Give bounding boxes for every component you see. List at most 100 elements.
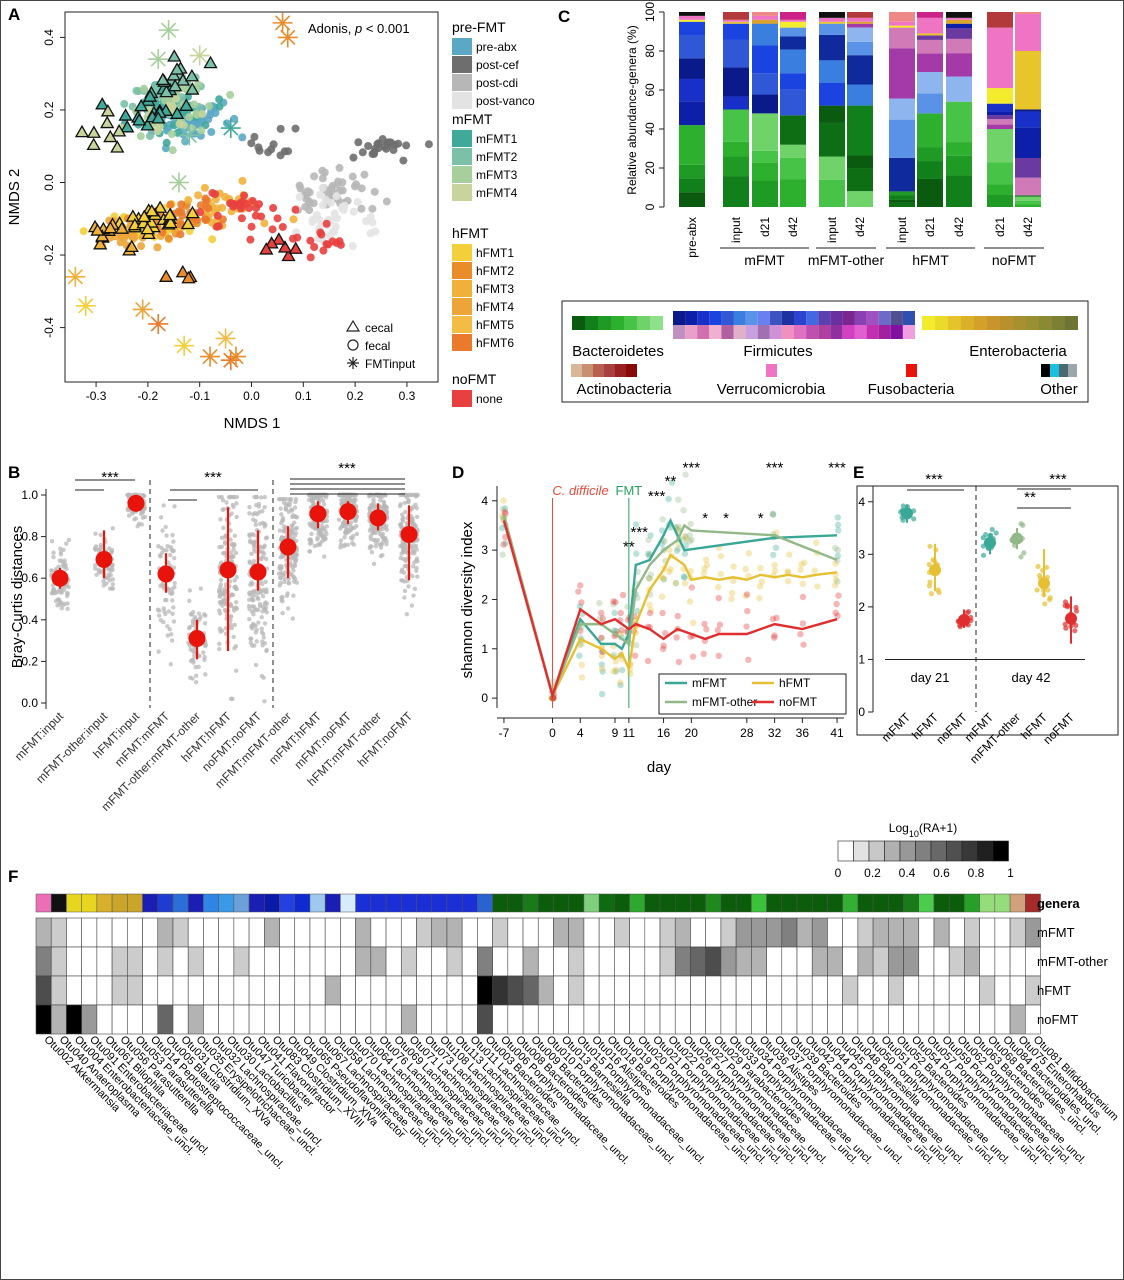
legend-swatch [452, 166, 472, 183]
heatmap-cell [385, 917, 402, 948]
stacked-bar-segment [987, 111, 1013, 116]
distance-point [169, 586, 175, 592]
distance-point [192, 653, 197, 658]
sample-point-fecal [322, 219, 331, 228]
distance-point [282, 576, 288, 582]
legend-swatch [650, 316, 663, 330]
panel-label-c: C [558, 7, 570, 26]
distance-point [135, 524, 140, 529]
sample-point [834, 578, 841, 585]
legend-swatch [733, 311, 746, 325]
heatmap-cell [127, 917, 143, 948]
stacked-bar-segment [917, 39, 943, 54]
sample-point-cecal [112, 124, 127, 137]
y-tick-label: 80 [643, 44, 657, 58]
legend-swatch [615, 364, 626, 377]
sample-point-cecal [90, 223, 105, 236]
legend-label: mFMT1 [476, 132, 518, 146]
distance-point [336, 517, 342, 522]
sample-point-fecal [231, 200, 240, 209]
sample-point [660, 575, 667, 582]
sample-point [966, 608, 972, 615]
heatmap-cell [279, 975, 296, 1006]
legend-swatch [766, 364, 777, 377]
heatmap-cell [553, 946, 569, 977]
distance-point [281, 528, 286, 534]
heatmap-cell [294, 946, 311, 977]
heatmap-cell [309, 1004, 326, 1035]
heatmap-cell [492, 1004, 509, 1035]
sample-point [578, 661, 586, 669]
sample-point [658, 593, 666, 600]
heatmap-cell [796, 1004, 813, 1035]
distance-point [171, 548, 176, 553]
sample-point [1062, 621, 1068, 627]
legend-swatch [452, 280, 472, 297]
distance-point [198, 586, 204, 591]
sample-point [701, 565, 708, 572]
heatmap-cell [583, 975, 600, 1006]
heatmap-cell [705, 975, 722, 1006]
significance-label: ** [1024, 489, 1036, 506]
sample-point [660, 576, 668, 583]
sample-point [773, 614, 780, 622]
heatmap-cell [751, 946, 767, 977]
sample-point-cecal [168, 78, 183, 92]
stacked-bar-segment [752, 23, 778, 46]
genus-color-cell [203, 893, 219, 913]
distance-point [316, 528, 322, 533]
significance-label: *** [1049, 471, 1067, 488]
sample-point-cecal [103, 220, 118, 234]
heatmap-cell [400, 917, 417, 948]
distance-point [92, 566, 98, 571]
heatmap-cell [81, 975, 98, 1006]
legend-swatch [452, 316, 472, 333]
stacked-bar-segment [1015, 51, 1041, 110]
genus-color-cell [538, 893, 554, 913]
sample-point-cecal [125, 209, 140, 222]
legend-swatch [585, 316, 598, 330]
sample-point [758, 578, 766, 585]
heatmap-cell [1009, 946, 1026, 977]
distance-point [232, 622, 237, 628]
sample-point-cecal [151, 111, 166, 124]
distance-point [166, 609, 172, 614]
sample-point-cecal [132, 113, 147, 126]
sample-point-fmtinput [158, 20, 179, 41]
sample-point [599, 615, 606, 622]
distance-point [230, 502, 235, 508]
sample-point [745, 550, 753, 557]
sample-point-fecal [402, 141, 411, 150]
stacked-bar-segment [752, 113, 778, 151]
distance-point [187, 588, 193, 593]
distance-point [49, 538, 55, 544]
heatmap-cell [324, 1004, 341, 1035]
sample-point-fmtinput [220, 350, 241, 371]
distance-point [140, 515, 146, 520]
heatmap-cell [492, 946, 509, 977]
genus-color-cell [416, 893, 432, 913]
median-point [249, 563, 267, 581]
distance-point [228, 602, 233, 608]
sample-point [813, 539, 820, 546]
sample-point-fecal [370, 187, 379, 196]
sample-point [1073, 608, 1080, 614]
stacked-bar-segment [847, 27, 873, 42]
heatmap-cell [903, 975, 920, 1006]
heatmap-cell [431, 975, 448, 1006]
heatmap-cell [66, 1004, 82, 1035]
heatmap-cell [127, 975, 143, 1006]
distance-point [203, 672, 208, 677]
stacked-bar-segment [889, 25, 915, 28]
heatmap-cell [842, 975, 859, 1006]
legend-swatch [1068, 364, 1077, 377]
distance-point [292, 520, 297, 525]
distance-point [349, 541, 355, 546]
distance-point [50, 583, 56, 588]
stacked-bar-segment [1015, 177, 1041, 196]
sample-point [728, 589, 736, 597]
distance-point [280, 599, 285, 604]
heatmap-cell [674, 917, 691, 948]
stacked-bar-segment [889, 195, 915, 200]
panel-label-e: E [853, 463, 864, 482]
